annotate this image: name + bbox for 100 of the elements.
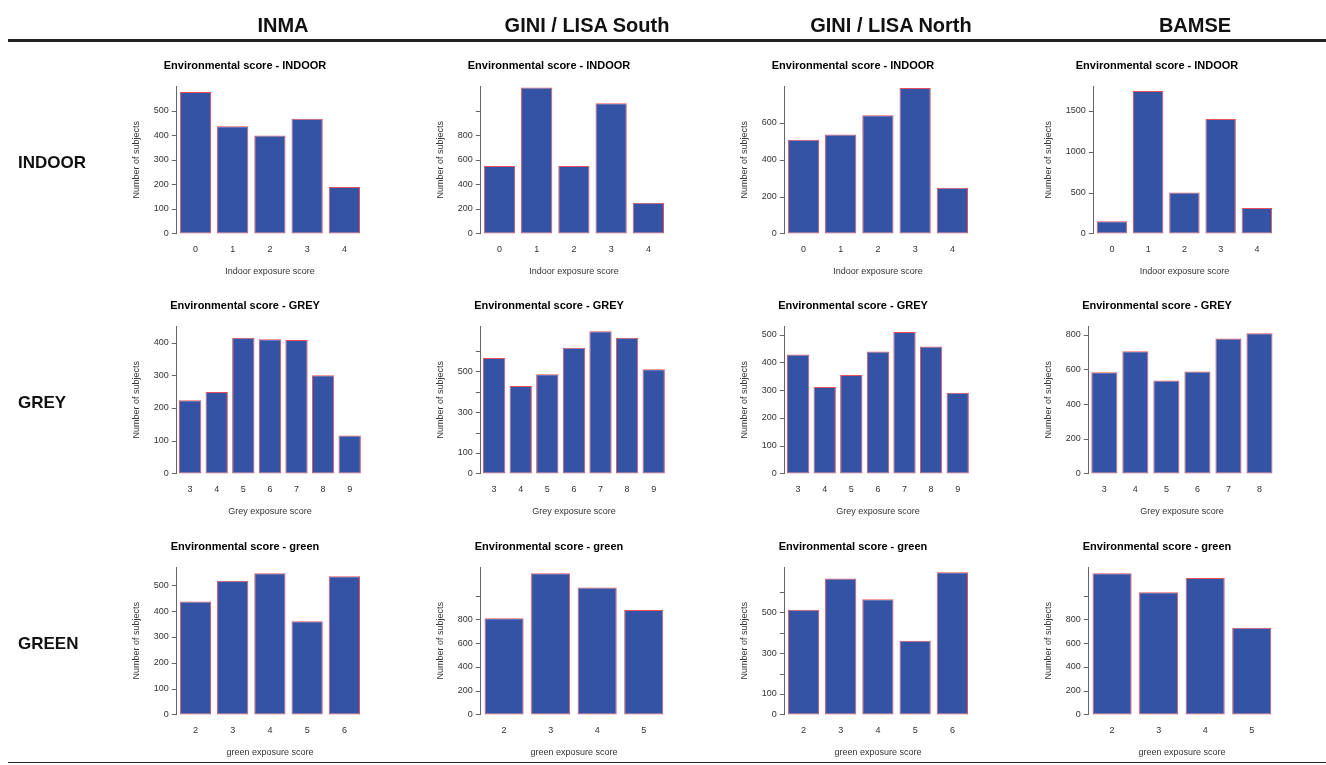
y-tick-label: 300 <box>761 384 777 395</box>
x-axis-title: Indoor exposure score <box>225 266 315 277</box>
x-tick-label: 4 <box>822 484 828 495</box>
y-axis-title: Number of subjects <box>738 120 749 199</box>
x-axis-title: Indoor exposure score <box>529 266 619 277</box>
x-tick-label: 8 <box>624 484 630 495</box>
y-tick-label: 300 <box>457 406 473 417</box>
chart-title: Environmental score - GREY <box>778 298 929 311</box>
y-tick-label: 500 <box>1070 187 1086 197</box>
x-tick-label: 2 <box>875 244 881 255</box>
y-tick-label: 0 <box>1080 227 1086 238</box>
y-axis-title: Number of subjects <box>434 120 445 199</box>
x-axis-title: Grey exposure score <box>532 506 616 517</box>
y-tick-label: 800 <box>457 613 473 624</box>
y-tick-label: 0 <box>163 708 169 719</box>
x-tick-label: 6 <box>267 484 273 495</box>
x-tick-label: 4 <box>214 484 220 495</box>
x-tick-label: 4 <box>645 244 651 255</box>
x-tick-label: 0 <box>192 244 198 255</box>
x-tick-label: 4 <box>1254 244 1260 255</box>
x-tick-label: 3 <box>304 244 310 255</box>
x-tick-label: 5 <box>544 484 550 495</box>
x-tick-label: 8 <box>1256 484 1262 495</box>
y-tick-label: 0 <box>467 708 473 719</box>
x-tick-label: 3 <box>838 725 844 736</box>
x-tick-label: 1 <box>534 244 540 255</box>
x-axis-title: Grey exposure score <box>1140 506 1224 517</box>
x-tick-label: 2 <box>1181 244 1187 255</box>
y-tick-label: 400 <box>1065 661 1081 672</box>
chart-title: Environmental score - green <box>170 539 320 552</box>
x-axis-title: green exposure score <box>530 747 618 758</box>
x-tick-label: 3 <box>1156 725 1162 736</box>
y-tick-label: 100 <box>153 435 169 446</box>
y-tick-label: 600 <box>1065 637 1081 648</box>
x-tick-label: 5 <box>912 725 918 736</box>
x-tick-label: 9 <box>955 484 961 495</box>
x-axis-title: Grey exposure score <box>228 506 312 517</box>
y-tick-label: 0 <box>771 227 777 238</box>
x-tick-label: 4 <box>1132 484 1138 495</box>
x-tick-label: 4 <box>875 725 881 736</box>
y-tick-label: 600 <box>457 637 473 648</box>
x-axis-title: Indoor exposure score <box>1139 266 1230 277</box>
x-tick-label: 7 <box>598 484 604 495</box>
y-tick-label: 1500 <box>1065 105 1086 116</box>
y-tick-label: 0 <box>771 467 777 478</box>
x-tick-label: 3 <box>912 244 918 255</box>
x-tick-label: 4 <box>949 244 955 255</box>
y-tick-label: 500 <box>153 579 169 590</box>
x-tick-label: 2 <box>192 725 198 736</box>
x-tick-label: 2 <box>501 725 507 736</box>
y-tick-label: 1000 <box>1065 146 1086 157</box>
y-tick-label: 800 <box>1065 613 1081 624</box>
y-tick-label: 100 <box>761 440 777 451</box>
chart-title: Environmental score - INDOOR <box>1075 58 1239 71</box>
y-axis-title: Number of subjects <box>434 601 445 680</box>
x-tick-label: 6 <box>341 725 347 736</box>
x-tick-label: 9 <box>347 484 353 495</box>
y-tick-label: 600 <box>1065 363 1081 374</box>
y-tick-label: 500 <box>457 365 473 376</box>
y-tick-label: 0 <box>163 467 169 478</box>
y-tick-label: 400 <box>153 605 169 616</box>
y-tick-label: 200 <box>761 412 777 423</box>
x-tick-label: 2 <box>800 725 806 736</box>
x-tick-label: 7 <box>902 484 908 495</box>
y-tick-label: 200 <box>1065 433 1081 444</box>
y-tick-label: 0 <box>771 708 777 719</box>
y-tick-label: 300 <box>153 154 169 165</box>
x-tick-label: 5 <box>304 725 310 736</box>
y-tick-label: 600 <box>761 117 777 128</box>
y-axis-title: Number of subjects <box>1042 601 1053 680</box>
chart-title: Environmental score - green <box>1082 539 1232 552</box>
text: BAMSE <box>1157 14 1233 37</box>
y-tick-label: 200 <box>457 203 473 214</box>
x-tick-label: 2 <box>571 244 577 255</box>
y-tick-label: 600 <box>457 154 473 165</box>
x-tick-label: 3 <box>230 725 236 736</box>
x-tick-label: 5 <box>240 484 246 495</box>
x-tick-label: 0 <box>800 244 806 255</box>
y-tick-label: 300 <box>761 647 777 658</box>
y-tick-label: 800 <box>457 129 473 140</box>
y-tick-label: 300 <box>153 369 169 380</box>
y-tick-label: 500 <box>761 329 777 340</box>
x-tick-label: 0 <box>496 244 502 255</box>
chart-title: Environmental score - green <box>778 539 928 552</box>
y-tick-label: 100 <box>153 203 169 214</box>
chart-title: Environmental score - GREY <box>1082 298 1233 311</box>
chart-title: Environmental score - GREY <box>170 298 321 311</box>
x-tick-label: 3 <box>608 244 614 255</box>
y-tick-label: 0 <box>1075 467 1081 478</box>
x-tick-label: 4 <box>594 725 600 736</box>
y-tick-label: 0 <box>1075 708 1081 719</box>
y-axis-title: Number of subjects <box>130 360 141 439</box>
chart-title: Environmental score - GREY <box>474 298 625 311</box>
x-tick-label: 1 <box>1145 244 1151 255</box>
x-tick-label: 6 <box>1194 484 1200 495</box>
text: GREEN <box>18 634 79 654</box>
y-tick-label: 0 <box>467 467 473 478</box>
x-tick-label: 3 <box>491 484 497 495</box>
y-tick-label: 400 <box>457 178 473 189</box>
y-tick-label: 400 <box>761 356 777 367</box>
